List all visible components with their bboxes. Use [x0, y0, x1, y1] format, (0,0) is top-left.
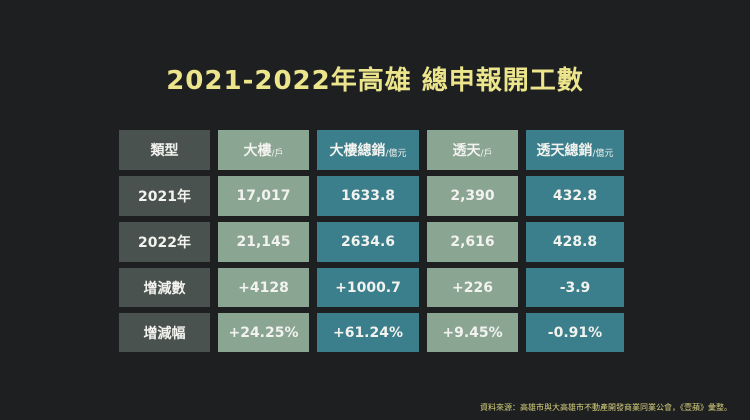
table-cell: -0.91%	[526, 313, 624, 352]
table-cell: +61.24%	[317, 313, 419, 352]
row-label: 2021年	[119, 176, 210, 216]
header-cell: 大樓/戶	[218, 130, 309, 170]
row-label: 增減數	[119, 268, 210, 307]
header-label: 透天總銷	[536, 143, 593, 159]
table-cell: 1633.8	[317, 176, 419, 216]
header-label: 類型	[150, 143, 179, 159]
data-table: 類型 大樓/戶 大樓總銷/億元 透天/戶 透天總銷/億元 2021年 17,017 1633.…	[119, 130, 624, 352]
table-cell: +9.45%	[427, 313, 518, 352]
table-cell: +226	[427, 268, 518, 307]
row-label: 增減幅	[119, 313, 210, 352]
header-cell: 透天/戶	[427, 130, 518, 170]
row-label: 2022年	[119, 222, 210, 262]
table-cell: 21,145	[218, 222, 309, 262]
table-cell: +4128	[218, 268, 309, 307]
header-unit: /億元	[385, 148, 407, 159]
table-cell: +24.25%	[218, 313, 309, 352]
header-unit: /戶	[480, 148, 493, 159]
header-unit: /億元	[592, 148, 614, 159]
header-cell: 透天總銷/億元	[526, 130, 624, 170]
table-cell: 2634.6	[317, 222, 419, 262]
source-note: 資料來源：高雄市與大高雄市不動產開發商業同業公會，《壹蘋》彙整。	[480, 403, 732, 412]
header-cell: 大樓總銷/億元	[317, 130, 419, 170]
table-cell: 432.8	[526, 176, 624, 216]
header-label: 大樓	[243, 143, 272, 159]
header-unit: /戶	[271, 148, 284, 159]
table-cell: -3.9	[526, 268, 624, 307]
header-cell: 類型	[119, 130, 210, 170]
header-label: 透天	[452, 143, 481, 159]
table-cell: 2,616	[427, 222, 518, 262]
table-cell: 2,390	[427, 176, 518, 216]
table-cell: +1000.7	[317, 268, 419, 307]
header-label: 大樓總銷	[329, 143, 386, 159]
page-title: 2021-2022年高雄 總申報開工數	[166, 66, 584, 96]
table-cell: 428.8	[526, 222, 624, 262]
table-cell: 17,017	[218, 176, 309, 216]
